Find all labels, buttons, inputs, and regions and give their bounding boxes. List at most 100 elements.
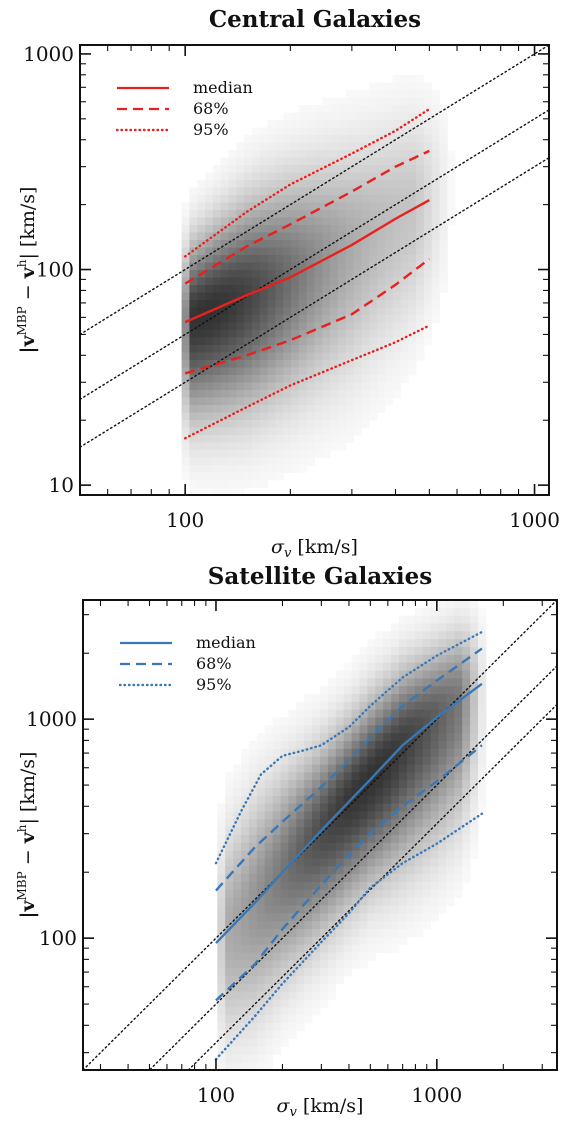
density-cell: [272, 764, 281, 773]
density-cell: [288, 741, 297, 750]
density-cell: [353, 382, 362, 391]
density-cell: [359, 788, 368, 797]
density-cell: [431, 195, 440, 203]
density-cell: [330, 360, 339, 368]
density-cell: [251, 345, 261, 353]
density-cell: [212, 262, 222, 271]
density-cell: [337, 105, 347, 113]
density-cell: [212, 217, 222, 226]
density-cell: [446, 842, 455, 852]
density-cell: [470, 772, 479, 781]
density-cell: [454, 874, 463, 883]
density-cell: [343, 811, 352, 820]
density-cell: [197, 285, 206, 293]
density-cell: [384, 247, 394, 256]
density-cell: [400, 345, 409, 353]
density-cell: [312, 897, 321, 906]
density-cell: [298, 165, 308, 173]
density-cell: [241, 1054, 250, 1063]
density-cell: [375, 889, 384, 899]
density-cell: [327, 717, 337, 726]
axes-frame-satellite: [82, 599, 558, 1071]
density-cell: [280, 1030, 289, 1040]
density-cell: [392, 180, 401, 188]
density-cell: [335, 678, 345, 687]
density-cell: [391, 764, 400, 773]
density-cell: [280, 795, 289, 805]
legend-label-95pct: 95%: [193, 120, 229, 139]
density-cell: [330, 195, 339, 203]
density-cell: [248, 889, 258, 899]
density-cell: [462, 662, 471, 671]
density-cell: [256, 772, 266, 781]
density-cell: [205, 345, 214, 353]
density-cell: [345, 232, 354, 241]
density-cell: [267, 352, 276, 361]
density-cell: [314, 412, 323, 421]
density-cell: [330, 307, 339, 316]
density-cell: [384, 360, 394, 368]
density-cell: [416, 307, 425, 316]
density-cell: [335, 795, 345, 805]
density-cell: [359, 936, 368, 946]
density-cell: [353, 210, 362, 218]
density-cell: [392, 157, 401, 166]
density-cell: [248, 748, 258, 758]
density-cell: [431, 187, 440, 196]
density-cell: [322, 142, 331, 151]
density-cell: [251, 450, 261, 458]
density-cell: [212, 390, 222, 398]
density-cell: [345, 157, 354, 166]
density-cell: [291, 300, 300, 308]
density-cell: [361, 157, 370, 166]
density-cell: [359, 670, 368, 679]
density-cell: [454, 725, 463, 734]
density-cell: [438, 866, 447, 875]
density-cell: [189, 300, 198, 308]
density-cell: [264, 1007, 273, 1016]
density-cell: [291, 142, 300, 151]
density-cell: [377, 255, 386, 263]
density-cell: [272, 936, 281, 946]
density-cell: [343, 819, 352, 828]
density-cell: [462, 709, 471, 718]
density-cell: [375, 842, 384, 852]
density-cell: [391, 647, 400, 656]
density-cell: [408, 202, 417, 211]
density-heatmap-central: [181, 75, 456, 495]
density-cell: [399, 639, 408, 648]
density-cell: [228, 202, 237, 211]
density-cell: [251, 150, 261, 158]
density-cell: [280, 991, 289, 1000]
density-cell: [181, 330, 190, 338]
density-cell: [267, 142, 276, 151]
density-cell: [406, 748, 416, 758]
density-cell: [361, 315, 370, 323]
density-cell: [392, 165, 401, 173]
density-cell: [392, 120, 401, 128]
density-cell: [446, 889, 455, 899]
density-cell: [454, 717, 463, 726]
density-cell: [181, 270, 190, 278]
density-cell: [337, 330, 347, 338]
density-cell: [406, 725, 416, 734]
density-cell: [306, 315, 315, 323]
density-cell: [408, 322, 417, 331]
density-cell: [267, 307, 276, 316]
density-cell: [439, 247, 448, 256]
density-cell: [212, 412, 222, 421]
density-cell: [399, 717, 408, 726]
density-cell: [304, 819, 313, 828]
density-cell: [462, 701, 471, 711]
density-cell: [205, 322, 214, 331]
density-cell: [384, 135, 394, 143]
density-cell: [383, 913, 392, 922]
density-cell: [306, 405, 315, 413]
density-cell: [367, 913, 376, 922]
density-cell: [320, 694, 329, 703]
density-cell: [384, 277, 394, 286]
density-cell: [233, 803, 242, 812]
density-cell: [248, 1030, 258, 1040]
density-cell: [391, 944, 400, 953]
